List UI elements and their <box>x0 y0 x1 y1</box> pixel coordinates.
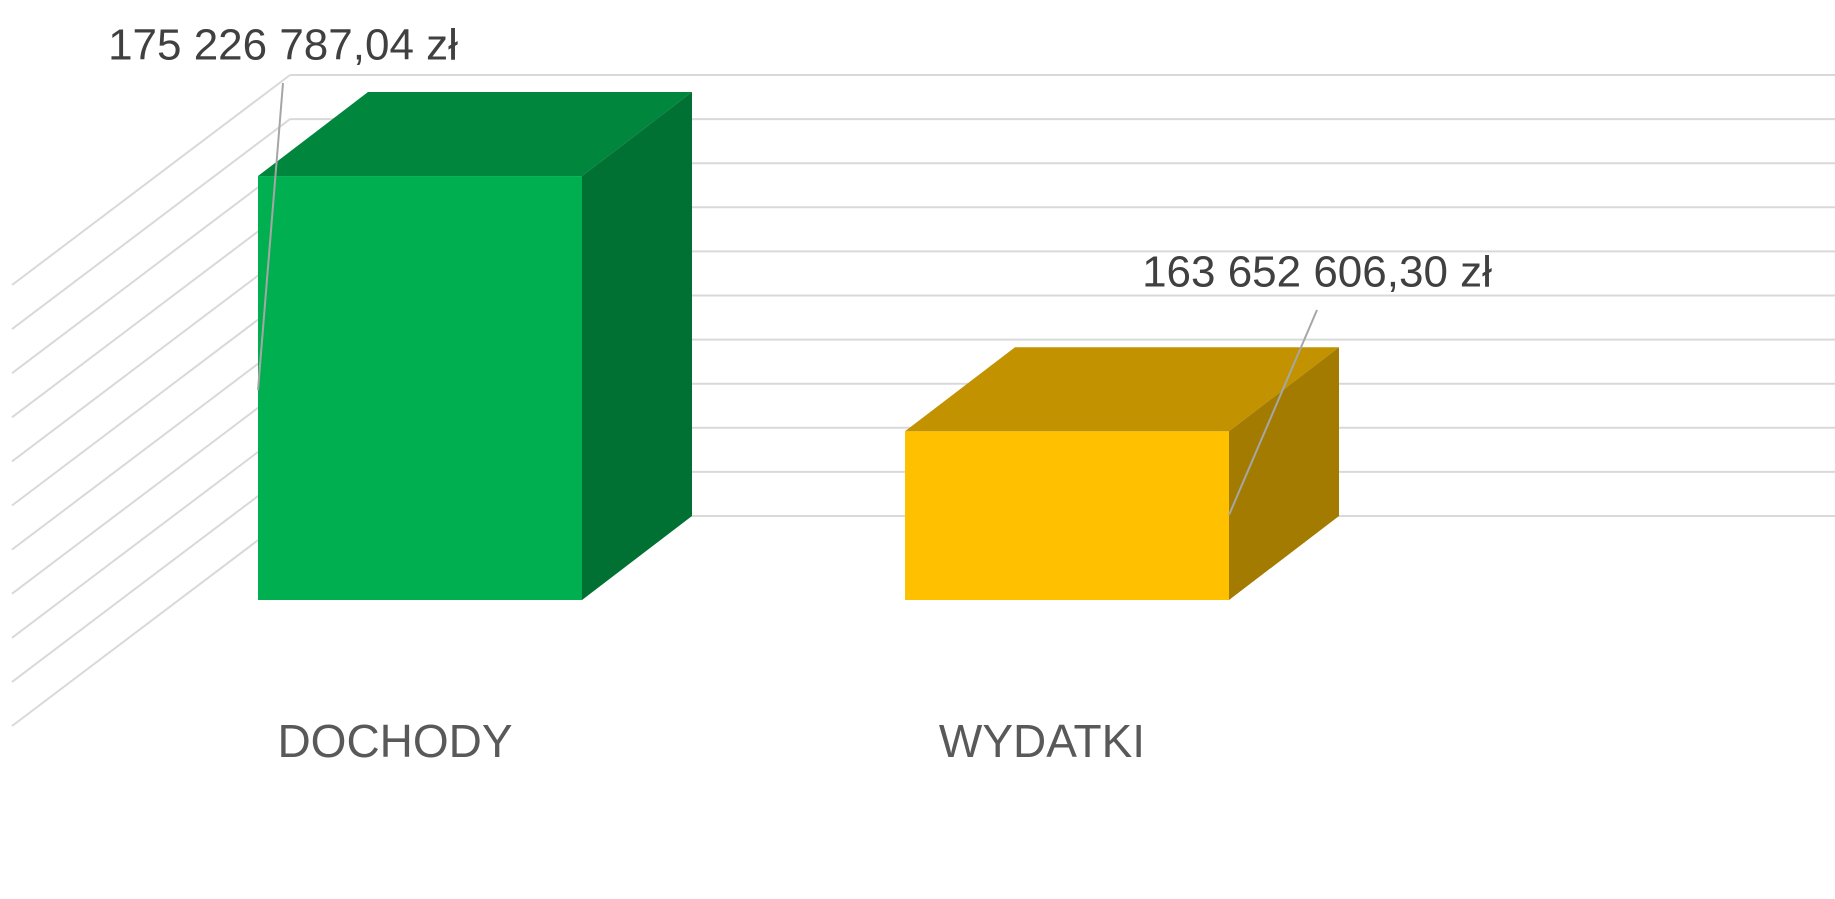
bar-front <box>258 176 582 600</box>
value-label: 163 652 606,30 zł <box>1142 248 1492 297</box>
side-grid-line <box>11 471 291 683</box>
side-grid-line <box>11 74 291 286</box>
leader-line <box>1228 309 1318 516</box>
bar-side <box>1229 347 1339 600</box>
bar-front <box>905 431 1229 600</box>
side-grid-line <box>11 294 291 507</box>
side-grid-line <box>11 162 291 374</box>
x-tick-label: DOCHODY <box>277 715 512 767</box>
side-grid-line <box>11 206 291 419</box>
leader-line <box>257 82 284 391</box>
bar-top <box>905 347 1339 432</box>
side-grid-line <box>11 338 291 551</box>
value-label: 175 226 787,04 zł <box>108 21 458 70</box>
side-grid-line <box>11 118 291 330</box>
side-grid-line <box>11 515 291 727</box>
bar-side <box>582 92 692 600</box>
x-tick-label: WYDATKI <box>939 715 1145 767</box>
side-grid-line <box>11 382 291 595</box>
side-grid-line <box>11 250 291 463</box>
side-grid-line <box>11 427 291 639</box>
bar-top <box>258 92 692 177</box>
